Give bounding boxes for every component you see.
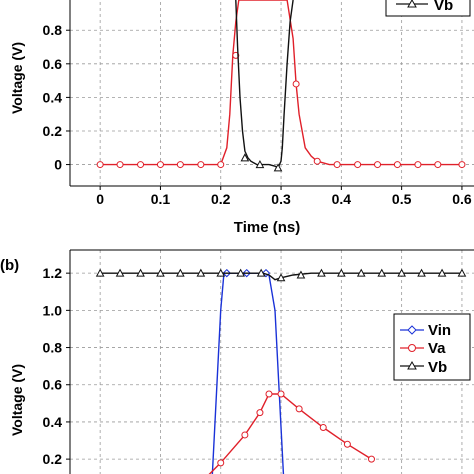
y-axis-label-a: Voltage (V)	[9, 42, 25, 114]
legend-marker-vb-a	[407, 0, 417, 8]
legend-label-vin: Vin	[428, 322, 451, 339]
marker-va-a-2	[137, 161, 145, 169]
marker-va-a-8	[292, 80, 300, 88]
legend-label-vb-b: Vb	[428, 359, 447, 376]
marker-va-a-3	[156, 161, 164, 169]
marker-va-a-6	[217, 161, 225, 169]
marker-va-b-7	[343, 440, 351, 448]
marker-va-a-1	[116, 161, 124, 169]
marker-va-a-10	[333, 161, 341, 169]
marker-vb-b-5	[196, 268, 206, 277]
marker-vb-b-4	[176, 268, 185, 277]
legend-label-va: Va	[428, 340, 446, 357]
marker-vb-b-2	[136, 268, 145, 277]
marker-vb-b-8	[256, 268, 266, 277]
marker-va-b-2	[256, 409, 264, 417]
legend-a: Vb	[385, 0, 471, 17]
marker-vb-b-3	[156, 268, 165, 277]
marker-vb-b-12	[337, 268, 346, 277]
marker-vb-a-0	[240, 153, 250, 162]
legend-box-b	[393, 313, 471, 381]
x-tick-label-a-1: 0.1	[151, 191, 171, 207]
series-line-vb-a	[235, 0, 294, 169]
marker-vb-b-6	[216, 268, 226, 277]
marker-vb-b-7	[236, 268, 245, 277]
marker-va-a-15	[434, 161, 442, 169]
marker-vb-b-16	[417, 268, 426, 277]
y-axis-label-b: Voltage (V)	[9, 364, 25, 436]
marker-va-a-4	[176, 161, 184, 169]
marker-vb-b-9	[276, 273, 286, 282]
marker-va-a-0	[96, 161, 104, 169]
marker-vb-b-17	[437, 268, 447, 277]
y-tick-label-a-0: 0	[54, 157, 62, 173]
y-tick-label-b-2: 0.6	[43, 377, 63, 393]
marker-va-a-13	[393, 161, 401, 169]
y-tick-label-a-3: 0.6	[43, 56, 63, 72]
panel-label-b: (b)	[0, 257, 19, 274]
y-tick-label-a-4: 0.8	[43, 22, 63, 38]
marker-va-a-11	[354, 161, 362, 169]
marker-vb-b-14	[377, 268, 387, 277]
legend-b: Vin Va Vb	[393, 313, 471, 381]
y-tick-label-a-1: 0.2	[43, 123, 63, 139]
legend-marker-vin	[407, 325, 417, 335]
series-line-va-b	[208, 393, 372, 474]
y-tick-label-b-4: 1.0	[43, 302, 63, 318]
marker-vb-b-10	[296, 270, 306, 279]
legend-marker-vb-b	[407, 360, 417, 370]
chart-panel-b: 0.2 0.4 0.6 0.8 1.0 1.2 (b) Voltage (V) Vin V…	[0, 249, 474, 474]
marker-va-b-4	[277, 390, 285, 398]
marker-va-b-3	[265, 390, 273, 398]
marker-va-a-5	[197, 161, 205, 169]
grid-a	[70, 0, 474, 186]
y-tick-label-a-2: 0.4	[43, 89, 63, 105]
marker-vb-b-13	[356, 268, 366, 277]
marker-vb-b-1	[115, 268, 125, 277]
marker-va-a-12	[374, 161, 382, 169]
marker-vb-a-2	[273, 163, 283, 172]
x-tick-label-a-2: 0.2	[211, 191, 231, 207]
legend-label-vb-a: Vb	[434, 0, 453, 14]
marker-vb-a-1	[255, 160, 265, 169]
marker-vb-b-0	[95, 268, 105, 277]
marker-va-a-9	[313, 157, 321, 165]
y-tick-label-b-1: 0.4	[43, 414, 63, 430]
marker-va-a-14	[414, 161, 422, 169]
y-tick-label-b-0: 0.2	[43, 451, 63, 467]
marker-va-b-5	[295, 405, 303, 413]
marker-va-b-0	[217, 459, 225, 467]
legend-marker-va	[408, 344, 416, 352]
chart-panel-a: 0 0.2 0.4 0.6 0.8 0 0.1 0.2 0.3 0.4 0.5 0.6 Voltag…	[9, 0, 474, 236]
marker-vb-b-11	[317, 268, 326, 277]
y-tick-label-b-3: 0.8	[43, 340, 63, 356]
marker-va-b-1	[241, 431, 249, 439]
series-group-b	[95, 268, 467, 474]
plot-area-a	[70, 0, 474, 186]
marker-vb-b-15	[397, 268, 406, 277]
marker-va-a-16	[458, 161, 466, 169]
x-axis-label-a: Time (ns)	[234, 219, 300, 236]
x-tick-label-a-3: 0.3	[271, 191, 291, 207]
x-tick-label-a-5: 0.5	[392, 191, 412, 207]
marker-va-b-6	[319, 424, 327, 432]
y-ticks-b: 0.2 0.4 0.6 0.8 1.0 1.2	[43, 265, 70, 467]
marker-vb-b-18	[457, 268, 467, 277]
x-tick-label-a-0: 0	[96, 191, 104, 207]
series-group-a	[96, 0, 466, 172]
y-tick-label-b-5: 1.2	[43, 265, 63, 281]
x-tick-label-a-6: 0.6	[452, 191, 472, 207]
x-tick-label-a-4: 0.4	[332, 191, 352, 207]
legend-box-a	[385, 0, 471, 17]
marker-va-b-8	[367, 455, 375, 463]
x-ticks-a: 0 0.1 0.2 0.3 0.4 0.5 0.6	[96, 186, 472, 207]
y-ticks-a: 0 0.2 0.4 0.6 0.8	[43, 22, 70, 173]
